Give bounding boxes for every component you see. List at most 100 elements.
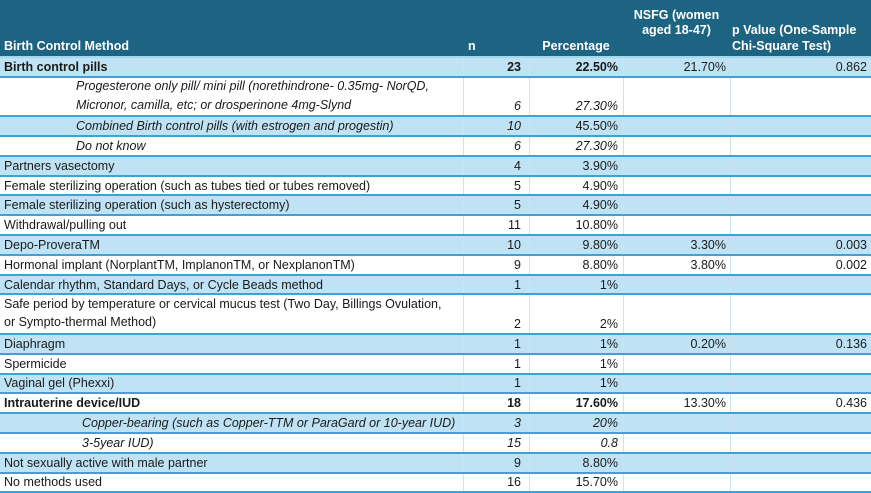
cell-nsfg[interactable] <box>623 453 730 472</box>
cell-nsfg[interactable]: 21.70% <box>623 58 730 76</box>
cell-method[interactable]: Progesterone only pill/ mini pill (noret… <box>76 79 429 112</box>
cell-n[interactable]: 23 <box>463 58 529 76</box>
cell-pct[interactable]: 3.90% <box>529 156 623 175</box>
cell-nsfg[interactable] <box>623 176 730 195</box>
cell-n[interactable]: 15 <box>463 433 529 452</box>
header-cell-percentage[interactable]: Percentage <box>542 39 610 53</box>
cell-p[interactable] <box>730 196 871 215</box>
cell-nsfg[interactable] <box>623 137 730 155</box>
cell-method[interactable]: Spermicide <box>4 356 67 371</box>
cell-p[interactable] <box>730 295 871 333</box>
cell-p[interactable] <box>730 117 871 136</box>
cell-method[interactable]: Depo-ProveraTM <box>4 237 100 252</box>
cell-n[interactable]: 3 <box>463 414 529 432</box>
cell-method[interactable]: Withdrawal/pulling out <box>4 218 127 233</box>
cell-p[interactable] <box>730 275 871 294</box>
cell-pct[interactable]: 20% <box>529 414 623 432</box>
cell-p[interactable]: 0.862 <box>730 58 871 76</box>
cell-method[interactable]: Do not know <box>76 138 146 153</box>
cell-nsfg[interactable] <box>623 117 730 136</box>
cell-nsfg[interactable] <box>623 414 730 432</box>
cell-pct[interactable]: 17.60% <box>529 394 623 413</box>
cell-method[interactable]: No methods used <box>4 475 102 490</box>
cell-pct[interactable]: 1% <box>529 354 623 373</box>
cell-method[interactable]: Combined Birth control pills (with estro… <box>76 119 394 134</box>
cell-method[interactable]: Calendar rhythm, Standard Days, or Cycle… <box>4 277 323 292</box>
cell-n[interactable]: 4 <box>463 156 529 175</box>
cell-method[interactable]: Birth control pills <box>4 59 108 74</box>
cell-p[interactable]: 0.003 <box>730 236 871 254</box>
cell-method[interactable]: Female sterilizing operation (such as tu… <box>4 178 371 193</box>
cell-p[interactable]: 0.136 <box>730 334 871 353</box>
cell-pct[interactable]: 10.80% <box>529 216 623 235</box>
cell-p[interactable] <box>730 156 871 175</box>
cell-n[interactable]: 5 <box>463 196 529 215</box>
cell-method[interactable]: Not sexually active with male partner <box>4 455 208 470</box>
cell-pct[interactable]: 15.70% <box>529 473 623 492</box>
cell-method[interactable]: Safe period by temperature or cervical m… <box>4 296 442 330</box>
cell-pct[interactable]: 1% <box>529 334 623 353</box>
cell-n[interactable]: 1 <box>463 374 529 393</box>
cell-nsfg[interactable] <box>623 473 730 492</box>
cell-p[interactable] <box>730 77 871 116</box>
cell-nsfg[interactable] <box>623 295 730 333</box>
cell-n[interactable]: 6 <box>463 77 529 116</box>
cell-n[interactable]: 2 <box>463 295 529 333</box>
cell-n[interactable]: 18 <box>463 394 529 413</box>
cell-method[interactable]: Female sterilizing operation (such as hy… <box>4 198 290 213</box>
cell-p[interactable] <box>730 473 871 492</box>
cell-method[interactable]: Intrauterine device/IUD <box>4 396 141 411</box>
cell-nsfg[interactable] <box>623 156 730 175</box>
cell-pct[interactable]: 8.80% <box>529 255 623 274</box>
cell-method[interactable]: Vaginal gel (Phexxi) <box>4 376 115 391</box>
cell-n[interactable]: 1 <box>463 354 529 373</box>
header-cell-nsfg[interactable]: NSFG (women aged 18-47) <box>633 8 720 37</box>
cell-p[interactable]: 0.002 <box>730 255 871 274</box>
cell-pct[interactable]: 1% <box>529 275 623 294</box>
cell-n[interactable]: 6 <box>463 137 529 155</box>
cell-n[interactable]: 16 <box>463 473 529 492</box>
cell-p[interactable] <box>730 137 871 155</box>
cell-method[interactable]: 3-5year IUD) <box>82 435 154 450</box>
cell-n[interactable]: 5 <box>463 176 529 195</box>
cell-pct[interactable]: 27.30% <box>529 137 623 155</box>
cell-pct[interactable]: 4.90% <box>529 176 623 195</box>
cell-p[interactable] <box>730 374 871 393</box>
cell-pct[interactable]: 4.90% <box>529 196 623 215</box>
cell-nsfg[interactable]: 0.20% <box>623 334 730 353</box>
header-cell-pvalue[interactable]: p Value (One-Sample Chi-Square Test) <box>732 23 857 53</box>
cell-pct[interactable]: 22.50% <box>529 58 623 76</box>
cell-pct[interactable]: 45.50% <box>529 117 623 136</box>
cell-nsfg[interactable] <box>623 77 730 116</box>
cell-method[interactable]: Partners vasectomy <box>4 158 115 173</box>
cell-p[interactable] <box>730 354 871 373</box>
cell-p[interactable] <box>730 216 871 235</box>
cell-n[interactable]: 9 <box>463 453 529 472</box>
cell-pct[interactable]: 0.8 <box>529 433 623 452</box>
cell-nsfg[interactable] <box>623 354 730 373</box>
cell-pct[interactable]: 9.80% <box>529 236 623 254</box>
cell-p[interactable] <box>730 414 871 432</box>
cell-p[interactable] <box>730 453 871 472</box>
cell-pct[interactable]: 8.80% <box>529 453 623 472</box>
cell-method[interactable]: Hormonal implant (NorplantTM, ImplanonTM… <box>4 257 355 272</box>
cell-n[interactable]: 11 <box>463 216 529 235</box>
header-cell-method[interactable]: Birth Control Method <box>4 39 129 53</box>
cell-n[interactable]: 1 <box>463 334 529 353</box>
cell-n[interactable]: 1 <box>463 275 529 294</box>
cell-nsfg[interactable] <box>623 216 730 235</box>
cell-method[interactable]: Diaphragm <box>4 336 66 351</box>
cell-method[interactable]: Copper-bearing (such as Copper-TTM or Pa… <box>82 416 456 431</box>
cell-n[interactable]: 10 <box>463 117 529 136</box>
cell-pct[interactable]: 27.30% <box>529 77 623 116</box>
header-cell-n[interactable]: n <box>468 39 476 53</box>
cell-n[interactable]: 9 <box>463 255 529 274</box>
cell-nsfg[interactable] <box>623 433 730 452</box>
cell-p[interactable] <box>730 176 871 195</box>
cell-p[interactable] <box>730 433 871 452</box>
cell-pct[interactable]: 1% <box>529 374 623 393</box>
cell-nsfg[interactable]: 13.30% <box>623 394 730 413</box>
cell-n[interactable]: 10 <box>463 236 529 254</box>
cell-nsfg[interactable] <box>623 374 730 393</box>
cell-nsfg[interactable]: 3.80% <box>623 255 730 274</box>
